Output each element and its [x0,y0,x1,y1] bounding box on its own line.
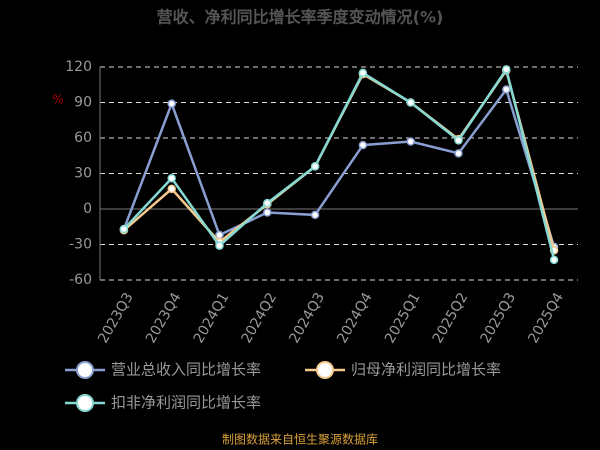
data-point [358,68,368,78]
y-tick-label: 90 [74,95,92,111]
x-tick-label: 2025Q1 [382,290,424,346]
legend-marker [76,361,94,379]
data-point [119,224,129,234]
y-tick-label: 30 [74,166,92,182]
series-line [123,67,556,251]
data-point [406,137,415,146]
data-point [263,198,272,208]
legend-label: 归母净利润同比增长率 [351,361,501,379]
x-tick-label: 2024Q3 [286,290,328,346]
data-point [549,255,559,265]
source-note: 制图数据来自恒生聚源数据库 [222,432,378,447]
data-point [167,99,176,108]
data-point [454,149,463,158]
data-point [263,208,272,217]
data-point [167,184,176,194]
series-line [122,66,556,261]
x-tick-label: 2024Q4 [334,290,376,346]
data-point [358,140,368,150]
x-tick-label: 2025Q4 [525,290,567,346]
x-tick-label: 2024Q2 [239,290,281,346]
y-tick-label: -60 [69,272,92,288]
legend-marker [316,361,334,379]
y-tick-label: 0 [83,201,92,217]
chart-title: 营收、净利同比增长率季度变动情况(%) [157,8,444,27]
x-tick-label: 2025Q3 [478,290,520,346]
legend-label: 扣非净利润同比增长率 [111,394,261,412]
data-point [310,210,320,220]
x-tick-label: 2024Q1 [191,290,233,346]
data-point [502,65,511,74]
y-tick-label: -30 [69,237,92,253]
x-tick-label: 2025Q2 [430,290,472,346]
legend-label: 营业总收入同比增长率 [111,361,261,379]
x-tick-label: 2023Q4 [143,290,185,346]
series-line [122,86,556,248]
data-point [502,85,511,94]
data-point [310,162,320,171]
data-point [215,230,224,240]
y-axis-label: % [52,93,63,107]
data-point [167,173,176,183]
x-tick-label: 2023Q3 [95,290,137,346]
data-point [454,136,463,145]
data-point [406,98,415,107]
legend-marker [76,394,94,412]
data-point [215,241,224,250]
y-tick-label: 120 [65,59,92,75]
y-tick-label: 60 [74,130,92,146]
